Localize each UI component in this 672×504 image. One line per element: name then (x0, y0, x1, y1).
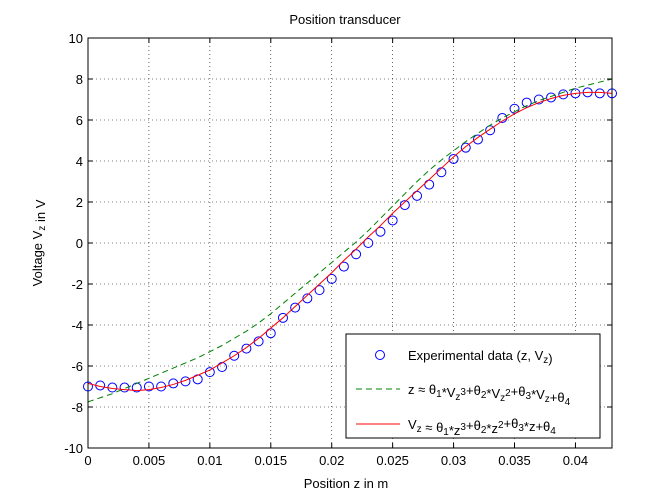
z-fit-curve (87, 78, 613, 403)
y-tick-label: 2 (76, 195, 83, 210)
x-tick-label: 0 (84, 453, 91, 468)
data-point (375, 226, 386, 237)
y-tick-label: -6 (71, 359, 83, 374)
data-point (594, 88, 605, 99)
data-point (472, 134, 483, 145)
data-point (302, 293, 313, 304)
x-tick-label: 0.03 (441, 453, 466, 468)
x-axis-label: Position z in m (304, 476, 389, 491)
legend-box (345, 333, 601, 439)
y-tick-label: 0 (76, 236, 83, 251)
x-tick-label: 0.02 (319, 453, 344, 468)
data-point (387, 215, 398, 226)
y-tick-label: -4 (71, 318, 83, 333)
y-tick-label: -8 (71, 400, 83, 415)
y-tick-label: 10 (69, 31, 83, 46)
z-fit-curve-line (87, 78, 613, 403)
legend-marker-experimental (375, 350, 385, 360)
chart-title: Position transducer (289, 12, 401, 27)
data-point (290, 302, 301, 313)
y-tick-label: 6 (76, 113, 83, 128)
y-tick-label: -10 (64, 441, 83, 456)
data-point (460, 142, 471, 153)
data-point (485, 125, 496, 136)
y-axis-label: Voltage Vz in V (30, 199, 48, 286)
data-point (229, 350, 240, 361)
vz-fit-curve-line (87, 91, 613, 392)
data-point (509, 103, 520, 114)
y-tick-label: 8 (76, 72, 83, 87)
x-tick-label: 0.04 (563, 453, 588, 468)
x-tick-label: 0.01 (197, 453, 222, 468)
data-point (363, 238, 374, 248)
data-point (326, 273, 337, 284)
data-point (241, 343, 252, 354)
data-point (521, 97, 532, 108)
y-tick-label: 4 (76, 154, 83, 169)
vz-fit-curve (87, 91, 613, 392)
y-tick-label: -2 (71, 277, 83, 292)
legend-label-experimental: Experimental data (z, Vz) (408, 348, 553, 366)
legend: Experimental data (z, Vz) z ≈ θ1*Vz3+θ2*… (345, 333, 601, 439)
x-tick-label: 0.015 (255, 453, 288, 468)
data-point (338, 261, 349, 272)
data-point (119, 382, 130, 393)
data-point (277, 312, 288, 323)
x-tick-label: 0.035 (498, 453, 531, 468)
series-layer (83, 78, 617, 403)
data-point (314, 285, 325, 296)
data-point (399, 200, 410, 211)
x-tick-label: 0.025 (376, 453, 409, 468)
data-point (143, 381, 154, 392)
ticks: 0 0.005 0.01 0.015 0.02 0.025 0.03 0.035 0.04 -10… (64, 31, 612, 468)
data-point (448, 153, 459, 164)
x-tick-label: 0.005 (133, 453, 166, 468)
